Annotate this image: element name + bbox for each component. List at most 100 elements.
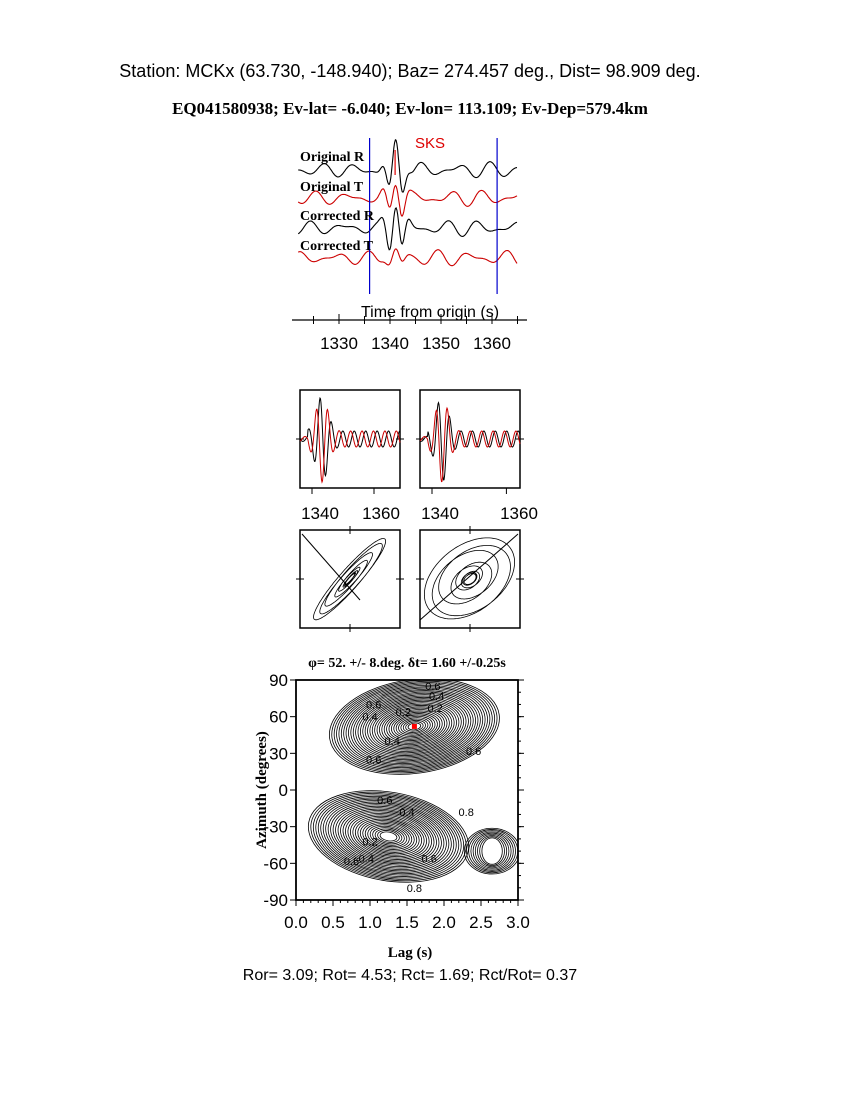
zoom-trace-t — [419, 406, 521, 483]
contour-line — [362, 697, 467, 756]
contour-line — [338, 683, 491, 770]
station-line: Station: MCKx (63.730, -148.940); Baz= 2… — [119, 61, 700, 81]
x-tick-label: 1.0 — [358, 913, 382, 932]
contour-line — [379, 831, 398, 842]
contour-line — [322, 798, 455, 875]
contour-line — [350, 690, 479, 763]
x-tick-label: 2.5 — [469, 913, 493, 932]
time-axis — [292, 314, 527, 324]
x-tick-label: 2.0 — [432, 913, 456, 932]
time-tick-label: 1340 — [371, 334, 409, 353]
contour-line — [340, 808, 437, 865]
trace-label-original-r: Original R — [300, 150, 365, 165]
contour-label: 0.2 — [362, 836, 377, 848]
x-axis-label: Lag (s) — [388, 945, 433, 961]
y-tick-label: -90 — [263, 891, 288, 910]
particle-motion-panels — [296, 526, 524, 632]
contour-line — [470, 831, 514, 871]
best-fit-marker — [411, 723, 417, 729]
contour-line — [477, 835, 508, 868]
contour-line — [325, 800, 452, 873]
contour-line — [354, 817, 423, 856]
contour-line — [377, 830, 400, 843]
contour-line — [381, 707, 448, 746]
contour-line — [347, 813, 430, 860]
contour-line — [393, 714, 436, 739]
contour-line — [371, 702, 457, 751]
contour-line — [364, 822, 413, 850]
contour-label: 0.8 — [459, 807, 474, 819]
contour-line — [307, 790, 470, 883]
contour-line — [359, 820, 418, 853]
contour-title: φ= 52. +/- 8.deg. δt= 1.60 +/-0.25s — [308, 656, 506, 671]
contour-line — [395, 715, 434, 737]
trace-label-corrected-r: Corrected R — [300, 209, 375, 224]
contour-line — [398, 717, 431, 736]
contour-line — [388, 711, 441, 742]
contour-line — [336, 682, 493, 771]
contour-line — [463, 827, 518, 875]
contour-line — [405, 721, 424, 732]
y-tick-label: -30 — [263, 818, 288, 837]
contour-line — [367, 824, 410, 849]
contour-line — [390, 713, 438, 740]
contour-label: 0.6 — [344, 856, 359, 868]
contour-line — [332, 804, 445, 869]
particle-motion-path — [419, 533, 519, 621]
zoom-trace-r — [419, 401, 521, 481]
trace-panel — [297, 138, 518, 294]
contour-line — [481, 837, 503, 865]
contour-line — [312, 793, 465, 880]
contour-line — [364, 698, 465, 755]
zoom-trace-r — [299, 396, 401, 478]
zoom-tick-label: 1360 — [362, 504, 400, 523]
x-tick-label: 3.0 — [506, 913, 530, 932]
contour-line — [327, 801, 450, 872]
contour-line — [383, 709, 445, 744]
x-tick-label: 0.0 — [284, 913, 308, 932]
contour-plot: 0.60.4 0.20.60.40.20.40.60.60.60.40.20.80… — [263, 671, 530, 932]
contour-line — [472, 832, 512, 870]
contour-label: 0.4 — [399, 807, 414, 819]
particle-motion-path — [313, 538, 386, 621]
contour-label: 0.6 — [466, 746, 481, 758]
time-tick-label: 1360 — [473, 334, 511, 353]
contour-label: 0.4 — [429, 691, 444, 703]
y-axis-label: Azimuth (degrees) — [254, 731, 270, 849]
contour-line — [359, 695, 469, 758]
contour-line — [357, 694, 472, 759]
contour-line — [468, 830, 516, 872]
contour-label: 0.4 — [359, 853, 374, 865]
contour-line — [369, 701, 460, 752]
contour-line — [466, 829, 518, 874]
contour-line — [352, 691, 476, 762]
trace-label-original-t: Original T — [300, 180, 364, 195]
contour-line — [474, 833, 510, 869]
contour-line — [345, 687, 484, 766]
event-line: EQ041580938; Ev-lat= -6.040; Ev-lon= 113… — [172, 99, 648, 118]
y-tick-label: 0 — [279, 781, 288, 800]
trace-corrected-r — [297, 206, 518, 251]
x-tick-label: 1.5 — [395, 913, 419, 932]
contour-label: 0.2 — [427, 703, 442, 715]
time-tick-label: 1350 — [422, 334, 460, 353]
contour-line — [348, 688, 481, 764]
contour-label: 0.6 — [366, 699, 381, 711]
y-tick-label: 90 — [269, 671, 288, 690]
zoom-tick-label: 1360 — [500, 504, 538, 523]
y-tick-label: -60 — [263, 854, 288, 873]
contour-line — [345, 811, 432, 862]
contour-line — [379, 706, 450, 747]
contour-line — [402, 719, 426, 733]
contour-line — [372, 827, 405, 846]
zoom-waveform-panels — [296, 389, 524, 494]
contour-line — [352, 815, 425, 858]
trace-original-r — [298, 138, 518, 193]
contour-line — [337, 807, 440, 866]
contour-line — [362, 821, 415, 852]
contour-label: 0.2 — [396, 707, 411, 719]
zoom-trace-t — [299, 408, 401, 484]
contour-line — [350, 814, 427, 859]
